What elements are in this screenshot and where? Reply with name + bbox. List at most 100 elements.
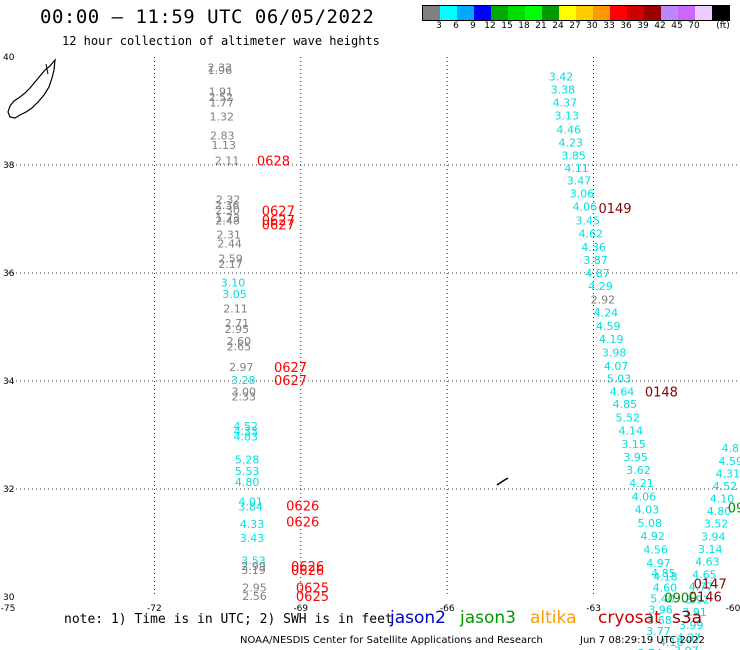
wave-height-value: 2.92 (591, 293, 616, 306)
colorbar-tick-label: 9 (470, 21, 476, 31)
wave-height-value: 2.36 (215, 199, 240, 212)
wave-height-value: 2.30 (215, 204, 240, 217)
pass-time-label: 0628 (257, 155, 290, 170)
wave-height-value: 2.59 (218, 252, 243, 265)
axis-labels: -75 -72 -69 -66 -63 -60 40 38 36 34 32 30 (1, 53, 740, 614)
wave-height-value: 1.32 (210, 110, 235, 123)
wave-height-value: 1.96 (208, 64, 233, 77)
wave-height-value: 4.23 (558, 136, 583, 149)
pass-time-label: 0625 (296, 590, 329, 605)
pass-time-label: 0627 (262, 204, 295, 219)
wave-height-value: 4.62 (578, 228, 603, 241)
wave-height-value: 4.92 (640, 530, 665, 543)
wave-height-value: 2.71 (225, 317, 250, 330)
wave-height-value: 4.03 (635, 504, 660, 517)
colorbar-swatch (440, 6, 457, 20)
colorbar-swatch (610, 6, 627, 20)
satellite-jason2-label: jason2 (390, 608, 446, 628)
wave-height-value: 2.44 (217, 237, 242, 250)
colorbar-swatch (593, 6, 610, 20)
colorbar-swatch (559, 6, 576, 20)
wave-height-value: 4.60 (653, 581, 678, 594)
measurement-layer: 2.331.961.912.521.771.322.831.132.112.32… (208, 61, 740, 650)
wave-height-value: 2.33 (232, 391, 257, 404)
wave-height-value: 2.65 (227, 340, 252, 353)
wave-height-value: 2.99 (241, 560, 266, 573)
wave-height-value: 4.10 (710, 493, 735, 506)
pass-time-label: 0626 (291, 564, 324, 579)
colorbar-swatch (627, 6, 644, 20)
wave-height-value: 4.59 (596, 320, 621, 333)
lon-tick-label: -72 (147, 604, 162, 614)
wave-height-value: 4.56 (643, 543, 668, 556)
lon-tick-label: -69 (293, 604, 308, 614)
pass-time-label: 0627 (262, 214, 295, 229)
wave-height-value: 2.31 (216, 229, 241, 242)
wave-height-value: 4.37 (553, 96, 578, 109)
wave-height-value: 4.01 (238, 495, 263, 508)
wave-height-value: 2.11 (223, 303, 248, 316)
colorbar-tick-label: 45 (671, 21, 683, 31)
wave-height-value: 3.62 (626, 464, 651, 477)
colorbar-swatch (712, 6, 729, 20)
colorbar-unit: (ft) (716, 21, 730, 31)
wave-height-value: 2.33 (208, 61, 233, 74)
wave-height-value: 3.97 (674, 644, 699, 650)
colorbar-swatch (423, 6, 440, 20)
colorbar-tick-label: 39 (637, 21, 649, 31)
colorbar-tick-label: 33 (603, 21, 615, 31)
colorbar-swatch (576, 6, 593, 20)
wave-height-value: 4.97 (646, 557, 671, 570)
wave-height-value: 4.21 (629, 477, 654, 490)
wave-height-value: 4.85 (651, 567, 676, 580)
pass-time-label: 0146 (689, 590, 722, 605)
wave-height-value: 5.53 (235, 465, 259, 478)
colorbar-tick-label: 21 (535, 21, 547, 31)
colorbar-swatch (661, 6, 678, 20)
coastline (7, 58, 509, 486)
wave-height-value: 2.95 (242, 581, 266, 594)
pass-time-label: 0627 (274, 374, 307, 389)
wave-height-value: 4.59 (719, 455, 740, 468)
wave-height-value: 3.43 (240, 532, 264, 545)
wave-height-value: 3.77 (646, 625, 671, 638)
lon-tick-label: -75 (1, 604, 16, 614)
wave-height-value: 3.06 (570, 188, 595, 201)
wave-height-value: 3.10 (221, 277, 246, 290)
colorbar-tick-label: 42 (654, 21, 666, 31)
pass-time-label: 0625 (296, 581, 329, 596)
wave-height-value: 4.31 (716, 467, 740, 480)
wave-height-value: 5.52 (616, 412, 641, 425)
pass-time-label: 0148 (645, 385, 678, 400)
chart-title: 00:00 – 11:59 UTC 06/05/2022 (40, 6, 375, 28)
pass-time-label: 0909 (664, 592, 697, 607)
wave-height-value: 5.28 (235, 453, 259, 466)
wave-height-value: 4.87 (585, 267, 610, 280)
colorbar-swatch (525, 6, 542, 20)
wave-height-value: 3.38 (551, 83, 576, 96)
colorbar-swatch (695, 6, 712, 20)
colorbar-tick-label: 30 (586, 21, 598, 31)
wave-height-value: 2.97 (229, 361, 254, 374)
credit-text: NOAA/NESDIS Center for Satellite Applica… (240, 635, 543, 646)
wave-height-value: 3.47 (567, 175, 592, 188)
wave-height-value: 2.11 (215, 155, 240, 168)
wave-height-value: 3.42 (549, 70, 574, 83)
wave-height-value: 4.18 (653, 570, 678, 583)
pass-time-label: 0626 (286, 500, 319, 515)
wave-height-value: 5.03 (607, 372, 632, 385)
pass-time-label: 0627 (262, 218, 295, 233)
wave-height-value: 3.98 (602, 346, 627, 359)
lat-tick-label: 38 (3, 161, 15, 171)
colorbar-tick-label: 6 (453, 21, 459, 31)
colorbar-swatch (644, 6, 661, 20)
wave-height-value: 3.95 (623, 451, 648, 464)
pass-time-label: 0147 (694, 578, 727, 593)
wave-height-value: 4.65 (692, 568, 717, 581)
wave-height-value: 4.83 (233, 431, 258, 444)
pass-time-label: 0626 (286, 515, 319, 530)
wave-height-value: 4.77 (689, 581, 714, 594)
wave-height-value: 3.19 (241, 564, 266, 577)
wave-height-value: 4.19 (599, 333, 624, 346)
wave-height-value: 2.48 (215, 215, 240, 228)
